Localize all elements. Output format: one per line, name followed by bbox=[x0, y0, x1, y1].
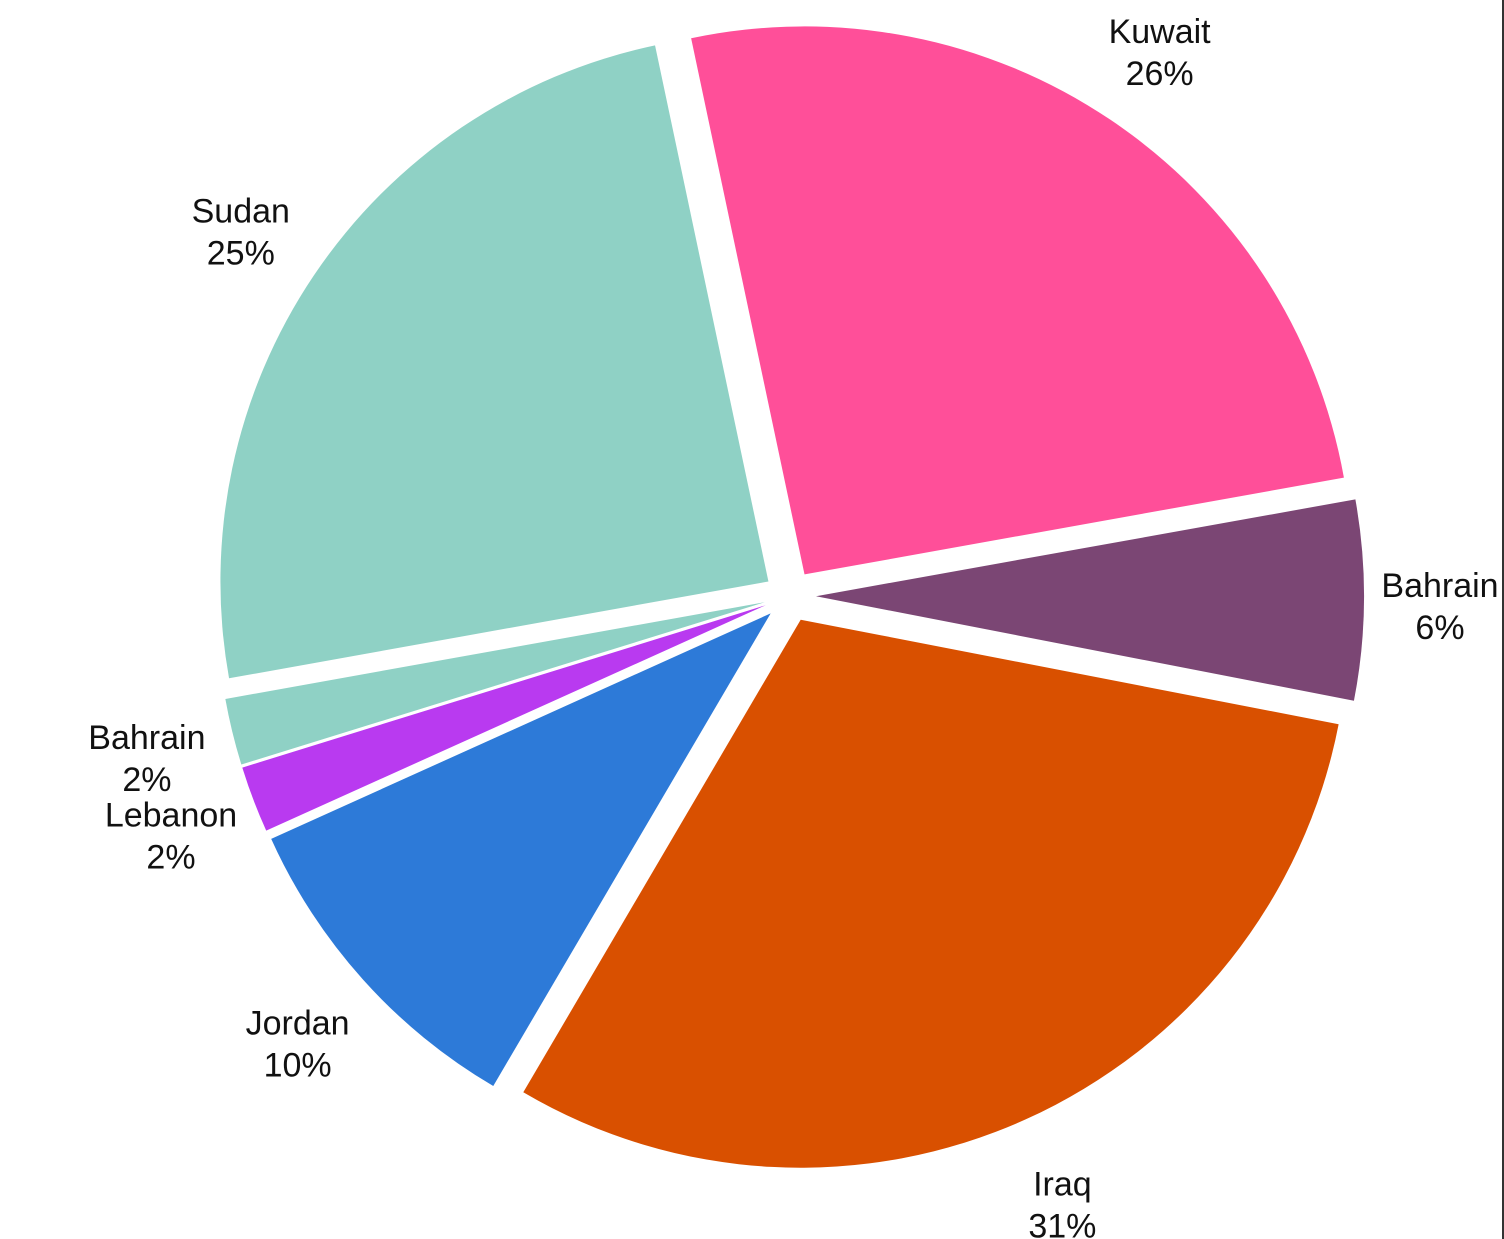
slice-percent-bahrain-0: 6% bbox=[1415, 609, 1464, 647]
slice-percent-sudan-2: 25% bbox=[207, 234, 275, 272]
slice-label-sudan-2: Sudan bbox=[192, 192, 290, 230]
pie-slice-bahrain-3 bbox=[225, 602, 765, 765]
slice-percent-lebanon-4: 2% bbox=[146, 839, 195, 877]
slice-label-bahrain-3: Bahrain bbox=[88, 719, 205, 757]
pie-slice-iraq-6 bbox=[523, 619, 1339, 1168]
pie-slice-kuwait-1 bbox=[691, 26, 1344, 575]
pie-slice-jordan-5 bbox=[271, 613, 771, 1086]
slice-label-jordan-5: Jordan bbox=[246, 1005, 350, 1043]
right-border bbox=[1502, 0, 1504, 1239]
slice-label-kuwait-1: Kuwait bbox=[1109, 13, 1212, 51]
pie-slice-bahrain-0 bbox=[816, 499, 1364, 701]
slice-percent-jordan-5: 10% bbox=[264, 1047, 332, 1085]
pie-slice-sudan-2 bbox=[220, 45, 769, 679]
pie-slice-lebanon-4 bbox=[242, 605, 766, 831]
slice-label-iraq-6: Iraq bbox=[1033, 1165, 1092, 1203]
slice-percent-iraq-6: 31% bbox=[1028, 1207, 1096, 1239]
slice-percent-kuwait-1: 26% bbox=[1126, 55, 1194, 93]
slice-percent-bahrain-3: 2% bbox=[122, 761, 171, 799]
slice-label-bahrain-0: Bahrain bbox=[1381, 567, 1498, 605]
slice-label-lebanon-4: Lebanon bbox=[105, 797, 237, 835]
